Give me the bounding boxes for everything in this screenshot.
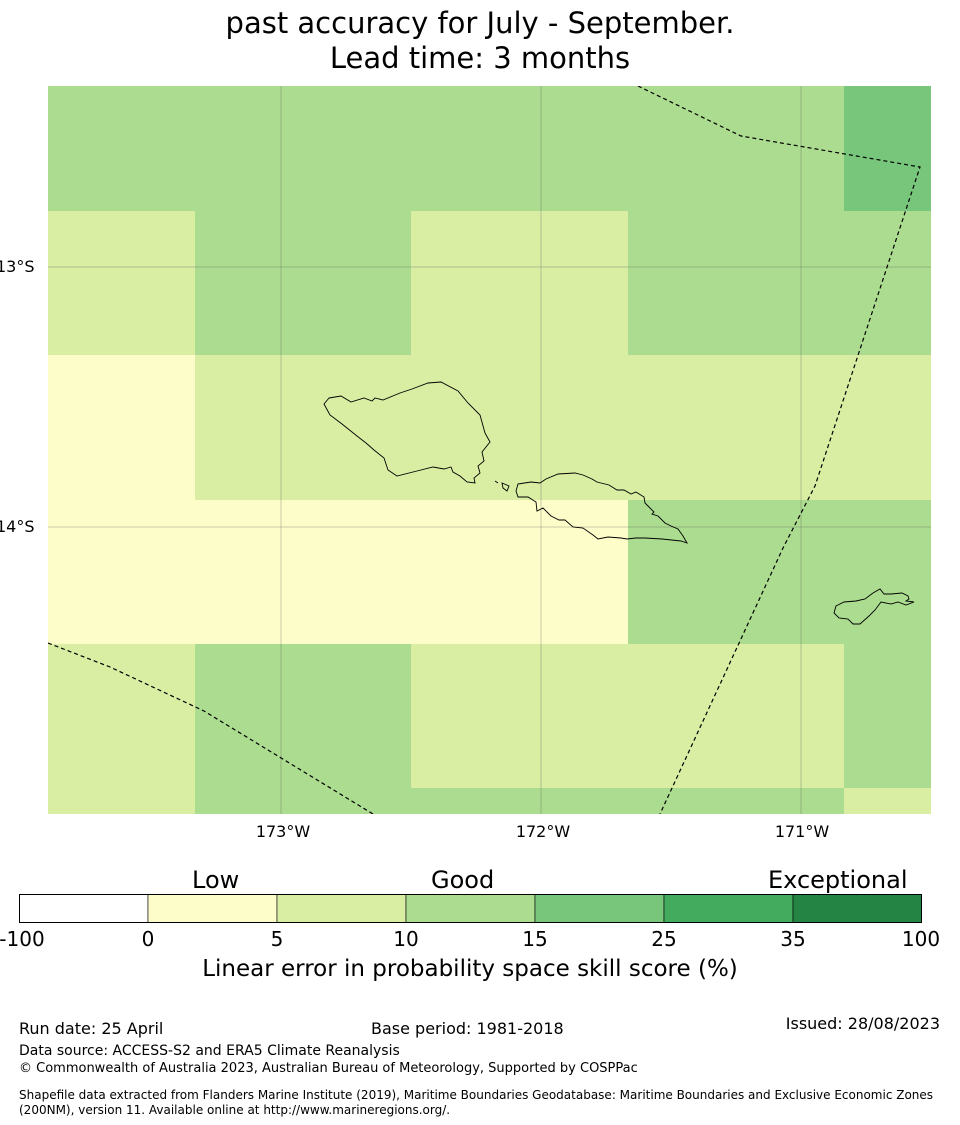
colorbar-tick-label: 10 — [393, 927, 419, 951]
issued-date: Issued: 28/08/2023 — [785, 1014, 940, 1033]
apolima-islet — [494, 480, 499, 484]
skill-grid-cell — [628, 86, 737, 212]
colorbar-tick-label: 25 — [651, 927, 677, 951]
colorbar-swatch — [147, 894, 278, 923]
eez-boundaries — [48, 86, 921, 814]
upolu-island — [515, 472, 688, 544]
map-title-line2: Lead time: 3 months — [329, 41, 631, 75]
lon-label-173w: 173°W — [255, 822, 311, 841]
skill-grid — [48, 86, 931, 814]
eez-boundary-south — [48, 642, 374, 814]
tutuila-island — [833, 588, 915, 625]
map-title-line1: past accuracy for July - September. — [225, 6, 735, 40]
skill-grid-cell — [844, 788, 931, 814]
skill-grid-cell — [195, 86, 412, 212]
skill-grid-cell — [195, 211, 412, 356]
savaii-island — [323, 381, 491, 484]
skill-grid-cell — [628, 355, 737, 501]
colorbar-tick-label: 5 — [270, 927, 284, 951]
colorbar-category-good: Good — [431, 866, 495, 894]
skill-grid-cell — [844, 644, 931, 789]
colorbar-swatch — [19, 894, 149, 923]
skill-grid-cell — [736, 788, 845, 814]
islands — [323, 381, 915, 625]
run-date: Run date: 25 April — [19, 1019, 164, 1038]
skill-grid-cell — [195, 644, 412, 789]
skill-grid-cell — [736, 500, 845, 645]
skill-grid-cell — [48, 500, 196, 645]
lon-label-171w: 171°W — [774, 822, 830, 841]
lon-label-172w: 172°W — [515, 822, 571, 841]
skill-map — [48, 86, 931, 814]
copyright: © Commonwealth of Australia 2023, Austra… — [19, 1061, 638, 1076]
colorbar-tick-label: 15 — [522, 927, 548, 951]
skill-grid-cell — [48, 644, 196, 789]
skill-grid-cell — [48, 211, 196, 356]
colorbar-title: Linear error in probability space skill … — [202, 956, 738, 982]
skill-grid-cell — [411, 644, 629, 789]
skill-grid-cell — [628, 211, 737, 356]
colorbar-tick-label: -100 — [0, 927, 45, 951]
skill-grid-cell — [628, 500, 737, 645]
skill-grid-cell — [844, 500, 931, 645]
eez-boundary-north — [637, 86, 921, 814]
colorbar-swatch — [405, 894, 536, 923]
colorbar-swatch — [663, 894, 794, 923]
skill-grid-cell — [195, 355, 412, 501]
colorbar-swatch — [276, 894, 407, 923]
colorbar-tick-label: 35 — [780, 927, 806, 951]
skill-grid-cell — [411, 86, 629, 212]
skill-grid-cell — [736, 355, 845, 501]
data-source: Data source: ACCESS-S2 and ERA5 Climate … — [19, 1043, 400, 1059]
graticule — [48, 86, 931, 814]
skill-grid-cell — [736, 211, 845, 356]
skill-grid-cell — [195, 500, 412, 645]
skill-grid-cell — [628, 644, 737, 789]
skill-grid-cell — [844, 355, 931, 501]
lat-label-14s: 14°S — [0, 517, 35, 536]
colorbar-swatch — [792, 894, 922, 923]
skill-grid-cell — [411, 211, 629, 356]
base-period: Base period: 1981-2018 — [371, 1019, 564, 1038]
skill-grid-cell — [195, 788, 412, 814]
skill-grid-cell — [48, 86, 196, 212]
shapefile-credit: Shapefile data extracted from Flanders M… — [19, 1088, 934, 1117]
skill-grid-cell — [411, 788, 629, 814]
lat-label-13s: 13°S — [0, 257, 35, 276]
skill-grid-cell — [844, 86, 931, 212]
skill-grid-cell — [48, 355, 196, 501]
skill-grid-cell — [48, 788, 196, 814]
colorbar-tick-label: 100 — [901, 927, 941, 951]
colorbar-category-exceptional: Exceptional — [768, 866, 908, 894]
skill-grid-cell — [844, 211, 931, 356]
skill-grid-cell — [736, 644, 845, 789]
skill-grid-cell — [411, 355, 629, 501]
skill-grid-cell — [628, 788, 737, 814]
colorbar-category-low: Low — [192, 866, 240, 894]
manono-islet — [501, 482, 510, 492]
skill-grid-cell — [736, 86, 845, 212]
colorbar-swatch — [534, 894, 665, 923]
skill-grid-cell — [411, 500, 629, 645]
colorbar — [19, 894, 922, 923]
colorbar-tick-label: 0 — [141, 927, 155, 951]
